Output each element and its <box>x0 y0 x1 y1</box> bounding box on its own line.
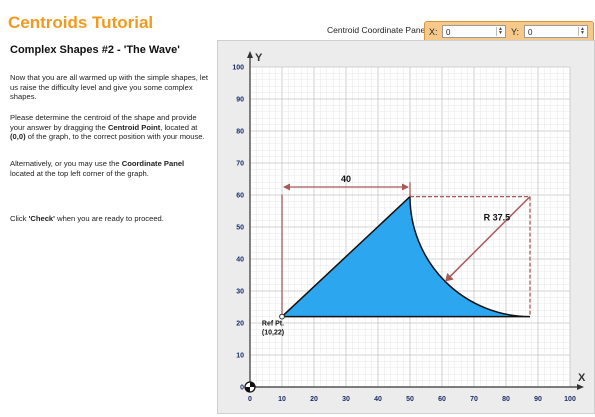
instructions-text-2: , located at <box>160 122 198 132</box>
alternative-paragraph: Alternatively, or you may use the Coordi… <box>10 159 210 178</box>
check-text-2: when you are ready to proceed. <box>54 214 164 223</box>
y-stepper[interactable]: ▲ ▼ <box>578 27 586 36</box>
width-arrow-left <box>283 183 290 191</box>
y-tick-label: 40 <box>236 257 244 264</box>
y-tick-label: 80 <box>236 129 244 136</box>
x-coordinate-value: 0 <box>446 28 451 37</box>
coordinate-panel: X: 0 ▲ ▼ Y: 0 ▲ ▼ <box>424 21 594 43</box>
instructions-text-1: Please determine the centroid of the sha… <box>10 113 197 132</box>
y-tick-label: 60 <box>236 193 244 200</box>
instructions-text-3: of the graph, to the correct position wi… <box>25 132 205 142</box>
y-coordinate-value: 0 <box>528 28 533 37</box>
x-axis-label: X <box>578 372 586 384</box>
x-axis-arrow <box>577 384 584 390</box>
check-text-1: Click <box>10 214 29 223</box>
width-arrow-right <box>402 183 409 191</box>
ref-point-coords: (10,22) <box>262 330 284 337</box>
x-tick-label: 100 <box>564 396 576 403</box>
x-tick-label: 30 <box>342 396 350 403</box>
y-axis-arrow <box>247 51 253 58</box>
y-coordinate-label: Y: <box>511 27 520 37</box>
centroid-point[interactable] <box>244 381 256 393</box>
check-paragraph: Click 'Check' when you are ready to proc… <box>10 214 210 224</box>
coordinate-panel-label: Centroid Coordinate Panel: <box>327 25 430 35</box>
x-tick-label: 70 <box>470 396 478 403</box>
x-tick-label: 20 <box>310 396 318 403</box>
x-tick-label: 90 <box>534 396 542 403</box>
radius-dimension-label: R 37.5 <box>484 213 511 223</box>
centroid-quadrant-b[interactable] <box>245 387 250 392</box>
y-tick-label: 0 <box>240 385 244 392</box>
y-tick-label: 100 <box>232 65 244 72</box>
radius-arrow-head <box>445 272 454 282</box>
alternative-text-2: located at the top left corner of the gr… <box>10 168 149 178</box>
radius-dimension-line <box>447 196 531 279</box>
width-dimension-label: 40 <box>341 174 351 184</box>
x-tick-label: 0 <box>248 396 252 403</box>
y-tick-label: 90 <box>236 97 244 104</box>
x-tick-label: 10 <box>278 396 286 403</box>
x-stepper[interactable]: ▲ ▼ <box>496 27 504 36</box>
y-tick-label: 50 <box>236 225 244 232</box>
alternative-text-1: Alternatively, or you may use the <box>10 159 122 168</box>
x-coordinate-label: X: <box>429 27 438 37</box>
lesson-subtitle: Complex Shapes #2 - 'The Wave' <box>10 44 180 56</box>
y-tick-label: 10 <box>236 353 244 360</box>
x-tick-label: 80 <box>502 396 510 403</box>
centroid-quadrant-a[interactable] <box>250 382 255 387</box>
coordinate-panel-term: Coordinate Panel <box>121 159 185 168</box>
x-coordinate-input[interactable]: 0 ▲ ▼ <box>442 25 506 38</box>
app-title: Centroids Tutorial <box>8 13 154 32</box>
graph-canvas: X Y 0 10 20 30 40 50 60 70 80 90 100 0 10 20 30 40 50 60 70 8… <box>232 51 586 403</box>
x-tick-label: 60 <box>438 396 446 403</box>
x-tick-label: 40 <box>374 396 382 403</box>
instructions-paragraph: Please determine the centroid of the sha… <box>10 113 210 142</box>
y-axis-label: Y <box>255 52 263 64</box>
centroid-point-term: Centroid Point <box>107 122 161 132</box>
origin-term: (0,0) <box>10 132 26 142</box>
y-coordinate-input[interactable]: 0 ▲ ▼ <box>524 25 588 38</box>
intro-paragraph: Now that you are all warmed up with the … <box>10 73 208 102</box>
check-term: 'Check' <box>28 214 55 223</box>
ref-point-marker <box>279 313 285 320</box>
x-tick-label: 50 <box>406 396 414 403</box>
ref-point-label: Ref Pt. <box>262 321 284 328</box>
y-tick-label: 30 <box>236 289 244 296</box>
y-tick-label: 70 <box>236 161 244 168</box>
y-tick-label: 20 <box>236 321 244 328</box>
